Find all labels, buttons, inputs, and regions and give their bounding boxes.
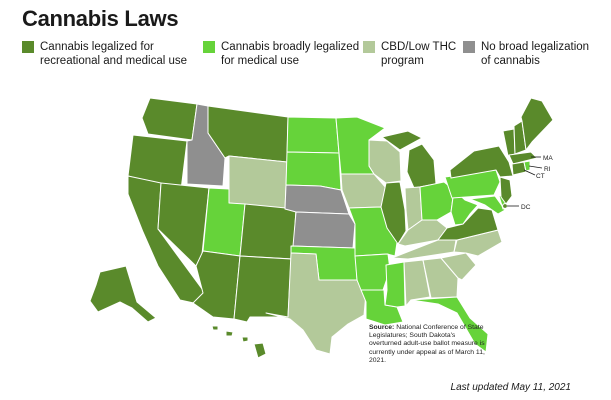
legend-label-medical: Cannabis broadly legalized for medical u…: [221, 41, 360, 67]
map-title: Cannabis Laws: [22, 6, 179, 31]
state-iowa[interactable]: [340, 173, 387, 209]
state-kansas[interactable]: [292, 211, 356, 249]
source-note-text: National Conference of State Legislature…: [369, 324, 485, 364]
state-hawaii-kauai[interactable]: [211, 325, 219, 331]
state-new-jersey[interactable]: [499, 176, 513, 205]
legend-item-cbd: CBD/Low THC program: [363, 40, 456, 68]
state-washington[interactable]: [141, 97, 198, 141]
state-hawaii-maui[interactable]: [241, 336, 249, 343]
state-vermont[interactable]: [502, 128, 516, 157]
source-note: Source: National Conference of State Leg…: [369, 324, 487, 365]
state-new-mexico[interactable]: [233, 255, 292, 323]
ct-leader-line: [523, 169, 536, 176]
state-connecticut[interactable]: [511, 161, 527, 176]
legend-swatch-medical: [203, 41, 215, 53]
source-note-bold: Source:: [369, 324, 395, 331]
legend-swatch-cbd: [363, 41, 375, 53]
legend-label-none: No broad legalization of cannabis: [481, 41, 590, 67]
state-colorado[interactable]: [239, 203, 297, 260]
legend-item-medical: Cannabis broadly legalized for medical u…: [203, 40, 359, 68]
state-maryland[interactable]: [469, 195, 506, 215]
state-mississippi[interactable]: [384, 261, 406, 308]
state-wyoming[interactable]: [228, 155, 288, 210]
legend-label-recreational: Cannabis legalized for recreational and …: [40, 41, 188, 67]
state-nebraska[interactable]: [284, 184, 350, 215]
state-label-ma: MA: [543, 155, 553, 162]
state-dc-marker[interactable]: [502, 203, 508, 209]
state-hawaii-big[interactable]: [253, 342, 267, 359]
state-michigan[interactable]: [406, 143, 437, 189]
state-hawaii-oahu[interactable]: [225, 330, 234, 337]
state-arkansas[interactable]: [354, 253, 391, 291]
ri-leader-line: [528, 165, 543, 169]
legend-item-none: No broad legalization of cannabis: [463, 40, 589, 68]
state-rhode-island[interactable]: [523, 160, 531, 172]
legend-item-recreational: Cannabis legalized for recreational and …: [22, 40, 187, 68]
state-louisiana[interactable]: [360, 289, 404, 326]
state-alaska[interactable]: [89, 265, 157, 323]
state-north-dakota[interactable]: [286, 116, 340, 154]
legend-swatch-none: [463, 41, 475, 53]
state-new-york[interactable]: [449, 145, 514, 179]
state-label-ct: CT: [536, 173, 545, 180]
state-massachusetts[interactable]: [508, 151, 538, 165]
legend-label-cbd: CBD/Low THC program: [381, 41, 457, 67]
state-alabama[interactable]: [403, 259, 431, 307]
state-illinois[interactable]: [380, 181, 407, 245]
legend-swatch-recreational: [22, 41, 34, 53]
state-arizona[interactable]: [192, 250, 241, 320]
state-south-carolina[interactable]: [440, 252, 477, 281]
state-virginia[interactable]: [437, 207, 499, 241]
state-maine[interactable]: [520, 97, 554, 151]
state-texas[interactable]: [265, 252, 367, 355]
state-label-ri: RI: [544, 166, 551, 173]
state-florida[interactable]: [410, 296, 489, 353]
state-kentucky[interactable]: [397, 219, 448, 247]
state-south-dakota[interactable]: [285, 151, 342, 191]
state-label-dc: DC: [521, 204, 531, 211]
last-updated: Last updated May 11, 2021: [450, 382, 571, 393]
state-michigan-up[interactable]: [381, 130, 423, 151]
